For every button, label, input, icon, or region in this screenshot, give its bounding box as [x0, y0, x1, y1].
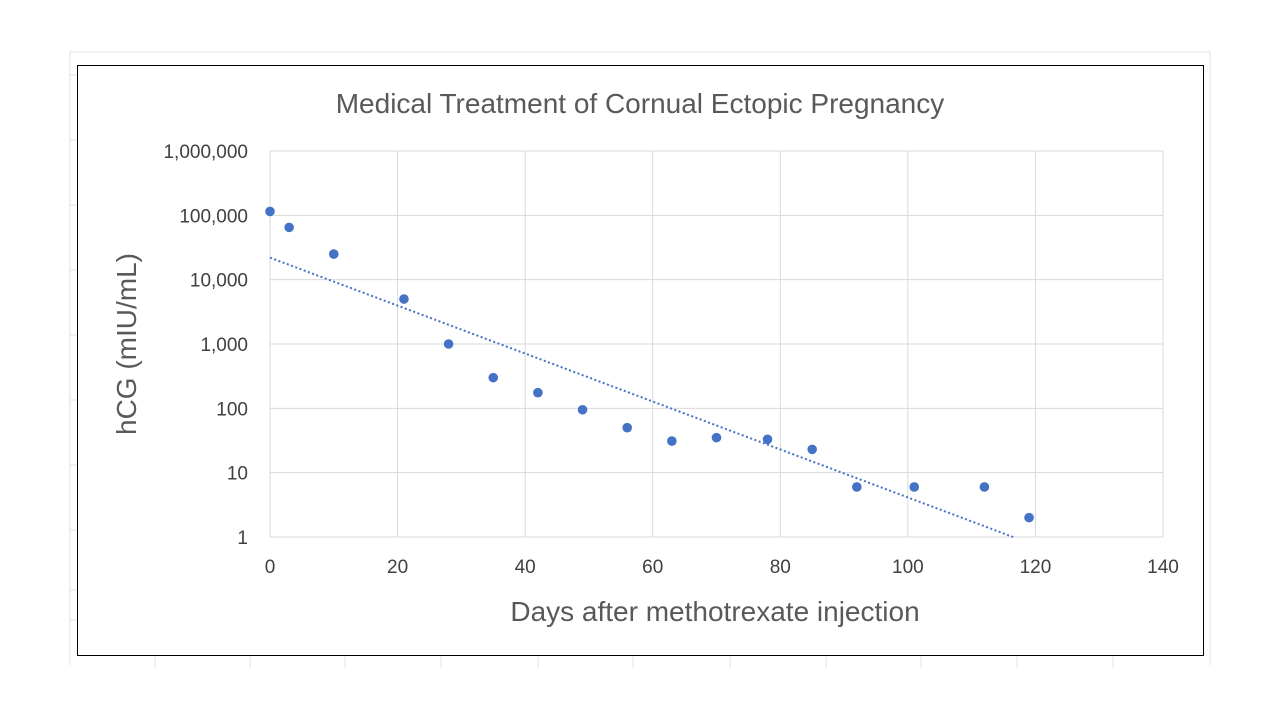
data-point: [328, 249, 339, 259]
data-point: [979, 482, 990, 492]
x-tick-label: 80: [770, 557, 791, 578]
y-tick-label: 1,000: [200, 335, 248, 356]
data-point: [533, 387, 543, 398]
x-tick-label: 140: [1147, 557, 1179, 578]
plot-gridlines: [269, 150, 1164, 538]
y-axis-title: hCG (mIU/mL): [111, 253, 142, 435]
data-point: [622, 422, 632, 433]
data-point: [577, 404, 588, 415]
data-point: [284, 222, 294, 233]
x-tick-label: 20: [387, 557, 408, 578]
y-tick-label: 100: [216, 399, 248, 420]
x-tick-label: 60: [642, 557, 663, 578]
y-tick-label: 10: [227, 464, 248, 485]
data-points: [265, 206, 1034, 523]
chart-title: Medical Treatment of Cornual Ectopic Pre…: [336, 88, 945, 119]
data-point: [265, 206, 275, 217]
x-tick-label: 100: [892, 557, 924, 578]
data-point: [667, 436, 677, 446]
data-point: [399, 294, 409, 304]
data-point: [807, 444, 817, 455]
x-axis-tick-labels: 0 20 40 60 80 100 120 140: [265, 557, 1179, 578]
data-point: [852, 482, 862, 492]
y-tick-label: 10,000: [190, 271, 248, 292]
x-axis-title: Days after methotrexate injection: [510, 596, 919, 627]
exponential-trendline: [269, 256, 1014, 538]
data-point: [443, 339, 454, 349]
x-tick-label: 40: [515, 557, 536, 578]
x-tick-label: 120: [1020, 557, 1052, 578]
x-tick-label: 0: [265, 557, 276, 578]
data-point: [762, 434, 773, 445]
data-point: [711, 432, 722, 443]
data-point: [909, 482, 920, 492]
chart-area[interactable]: [77, 65, 1204, 656]
data-point: [1024, 512, 1034, 523]
y-tick-label: 1,000,000: [163, 142, 248, 163]
data-point: [488, 372, 499, 383]
y-tick-label: 1: [237, 528, 248, 549]
y-axis-tick-labels: 1 10 100 1,000 10,000 100,000 1,000,000: [163, 142, 248, 549]
y-tick-label: 100,000: [179, 206, 248, 227]
